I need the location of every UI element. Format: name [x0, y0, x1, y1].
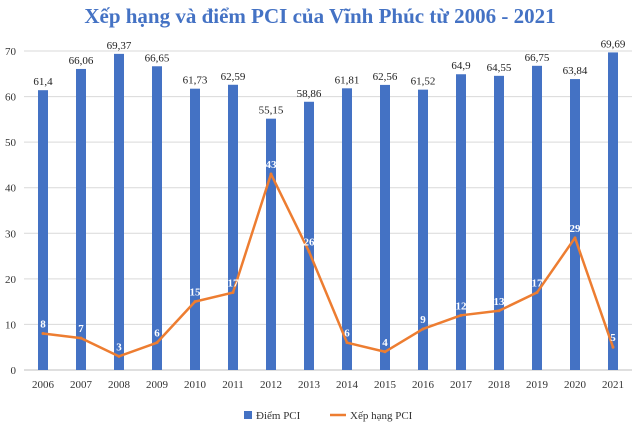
bar-value-label: 58,86 [297, 88, 322, 100]
bar-value-label: 66,75 [525, 52, 550, 64]
chart-title: Xếp hạng và điểm PCI của Vĩnh Phúc từ 20… [84, 4, 556, 28]
y-tick-label: 30 [5, 228, 17, 240]
x-tick-label: 2018 [488, 379, 511, 391]
rank-point [459, 313, 463, 317]
rank-value-label: 8 [40, 319, 46, 331]
rank-point [117, 354, 121, 358]
rank-point [231, 291, 235, 295]
bar [342, 88, 352, 370]
rank-value-label: 5 [610, 332, 616, 344]
bar-value-label: 63,84 [563, 65, 588, 77]
rank-value-label: 29 [570, 223, 582, 235]
rank-point [383, 350, 387, 354]
x-tick-label: 2012 [260, 379, 282, 391]
rank-value-label: 26 [304, 237, 316, 249]
bar [380, 84, 390, 370]
rank-value-label: 17 [532, 278, 544, 290]
x-tick-label: 2016 [412, 379, 435, 391]
legend-swatch-bar [244, 411, 252, 419]
rank-point [421, 327, 425, 331]
bar-value-label: 66,06 [69, 55, 94, 67]
bar [114, 53, 124, 370]
y-tick-label: 40 [5, 183, 17, 195]
rank-value-label: 17 [228, 278, 240, 290]
rank-point [535, 291, 539, 295]
bar [532, 65, 542, 370]
rank-point [41, 332, 45, 336]
bar-value-label: 61,73 [183, 75, 208, 87]
x-tick-label: 2007 [70, 379, 93, 391]
rank-point [155, 341, 159, 345]
rank-point [573, 236, 577, 240]
bar [418, 89, 428, 371]
y-tick-label: 60 [5, 92, 17, 104]
rank-value-label: 43 [266, 159, 278, 171]
rank-value-label: 13 [494, 296, 506, 308]
bar [570, 79, 580, 371]
x-tick-label: 2006 [32, 379, 55, 391]
legend-label-bar: Điểm PCI [256, 410, 301, 422]
bar [228, 84, 238, 370]
x-tick-label: 2009 [146, 379, 169, 391]
x-tick-label: 2019 [526, 379, 549, 391]
rank-point [193, 300, 197, 304]
bar-value-label: 62,59 [221, 71, 246, 83]
y-tick-label: 20 [5, 274, 17, 286]
bar-value-label: 69,37 [107, 40, 132, 52]
rank-point [611, 345, 615, 349]
rank-line [42, 172, 615, 358]
rank-point [269, 172, 273, 176]
rank-point [497, 309, 501, 313]
rank-value-label: 4 [382, 337, 388, 349]
x-tick-label: 2014 [336, 379, 359, 391]
bar-value-label: 64,9 [451, 60, 471, 72]
x-tick-label: 2015 [374, 379, 397, 391]
x-tick-label: 2011 [222, 379, 244, 391]
bar-value-label: 64,55 [487, 62, 512, 74]
bar [304, 101, 314, 370]
bar-value-label: 61,81 [335, 74, 360, 86]
bar-value-label: 62,56 [373, 71, 398, 83]
y-tick-label: 70 [5, 46, 17, 58]
y-tick-label: 0 [11, 365, 17, 377]
bar-value-label: 66,65 [145, 52, 170, 64]
legend-label-line: Xếp hạng PCI [350, 410, 413, 422]
bar-value-label: 61,4 [33, 76, 53, 88]
rank-value-label: 3 [116, 341, 122, 353]
rank-point [307, 250, 311, 254]
x-tick-label: 2013 [298, 379, 321, 391]
bar-value-label: 61,52 [411, 76, 436, 88]
rank-value-label: 12 [456, 300, 468, 312]
bar [456, 74, 466, 371]
x-tick-label: 2017 [450, 379, 473, 391]
bar [266, 118, 276, 370]
x-tick-label: 2008 [108, 379, 131, 391]
bar [152, 66, 162, 371]
x-tick-label: 2021 [602, 379, 624, 391]
rank-value-label: 7 [78, 323, 84, 335]
x-tick-label: 2020 [564, 379, 587, 391]
bar [494, 75, 504, 370]
rank-point [345, 341, 349, 345]
x-tick-label: 2010 [184, 379, 207, 391]
y-tick-label: 10 [5, 319, 17, 331]
bar [190, 88, 200, 371]
rank-point [79, 336, 83, 340]
y-tick-label: 50 [5, 137, 17, 149]
bar [76, 68, 86, 370]
bar [608, 52, 618, 370]
rank-value-label: 6 [344, 328, 350, 340]
bar-value-label: 55,15 [259, 105, 284, 117]
rank-value-label: 15 [190, 287, 202, 299]
rank-value-label: 6 [154, 328, 160, 340]
rank-value-label: 9 [420, 314, 426, 326]
bar [38, 90, 48, 370]
bar-value-label: 69,69 [601, 38, 626, 50]
